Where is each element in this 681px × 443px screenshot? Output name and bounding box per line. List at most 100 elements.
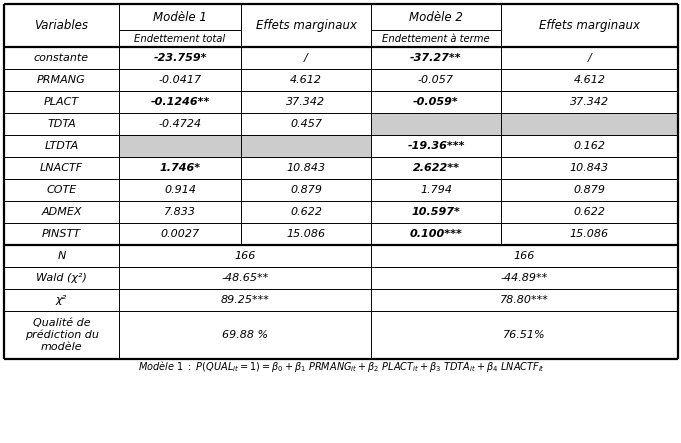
Bar [4,311,678,359]
Bar [241,223,371,245]
Bar [501,69,678,91]
Text: Variables: Variables [35,19,89,32]
Text: PRMANG: PRMANG [37,75,86,85]
Bar [371,179,501,201]
Text: 166: 166 [513,251,535,261]
Text: 15.086: 15.086 [570,229,609,239]
Bar [241,69,371,91]
Text: 0.879: 0.879 [290,185,322,195]
Text: constante: constante [34,53,89,63]
Text: $\mathbf{\mathit{Modèle\ 1\ :}}$ $\mathit{P(QUAL_{it}= 1) = \beta_0 + \beta_1\ P: $\mathbf{\mathit{Modèle\ 1\ :}}$ $\mathi… [138,360,544,374]
Bar [4,91,119,113]
Text: PLACT: PLACT [44,97,79,107]
Text: -0.059*: -0.059* [413,97,459,107]
Bar [371,91,501,113]
Bar [501,223,678,245]
Bar [241,113,371,135]
Text: χ²: χ² [56,295,67,305]
Text: 0.879: 0.879 [573,185,605,195]
Bar [4,135,119,157]
Bar [501,113,678,135]
Bar [4,245,678,267]
Bar [241,47,371,69]
Text: 1.794: 1.794 [420,185,452,195]
Bar [119,135,241,157]
Bar [4,179,119,201]
Text: -0.1246**: -0.1246** [151,97,210,107]
Bar [371,69,501,91]
Bar [371,201,501,223]
Text: 7.833: 7.833 [164,207,196,217]
Text: 10.843: 10.843 [570,163,609,173]
Text: Endettement à terme: Endettement à terme [382,34,490,43]
Text: Wald (χ²): Wald (χ²) [36,273,87,283]
Text: 0.162: 0.162 [573,141,605,151]
Bar [501,47,678,69]
Bar [119,91,241,113]
Text: -19.36***: -19.36*** [407,141,464,151]
Text: 0.622: 0.622 [573,207,605,217]
Text: 89.25***: 89.25*** [221,295,270,305]
Bar [119,201,241,223]
Text: 37.342: 37.342 [570,97,609,107]
Text: Endettement total: Endettement total [134,34,225,43]
Bar [4,267,678,289]
Bar [241,135,371,157]
Text: 0.0027: 0.0027 [161,229,200,239]
Text: COTE: COTE [46,185,77,195]
Text: 166: 166 [234,251,255,261]
Bar [119,69,241,91]
Text: -0.057: -0.057 [418,75,454,85]
Text: 4.612: 4.612 [573,75,605,85]
Text: /: / [304,53,308,63]
Text: 0.457: 0.457 [290,119,322,129]
Bar [4,47,119,69]
Bar [371,47,501,69]
Bar [4,289,678,311]
Text: 2.622**: 2.622** [413,163,460,173]
Bar [501,201,678,223]
Bar [4,69,119,91]
Text: Modèle 1: Modèle 1 [153,11,207,23]
Bar [371,157,501,179]
Text: ADMEX: ADMEX [42,207,82,217]
Text: -0.0417: -0.0417 [159,75,202,85]
Bar [4,223,119,245]
Bar [241,157,371,179]
Text: 15.086: 15.086 [287,229,326,239]
Text: 0.914: 0.914 [164,185,196,195]
Text: -0.4724: -0.4724 [159,119,202,129]
Bar [371,113,501,135]
Bar [4,201,119,223]
Bar [501,91,678,113]
Bar [4,4,678,47]
Text: 0.100***: 0.100*** [409,229,462,239]
Text: 78.80***: 78.80*** [500,295,549,305]
Text: Qualité de
prédiction du
modèle: Qualité de prédiction du modèle [25,318,99,352]
Text: LTDTA: LTDTA [44,141,78,151]
Text: 1.746*: 1.746* [159,163,201,173]
Bar [241,179,371,201]
Bar [119,179,241,201]
Bar [501,157,678,179]
Text: 0.622: 0.622 [290,207,322,217]
Text: Effets marginaux: Effets marginaux [539,19,640,32]
Text: LNACTF: LNACTF [40,163,83,173]
Text: PINSTT: PINSTT [42,229,81,239]
Text: -48.65**: -48.65** [221,273,268,283]
Text: N: N [57,251,65,261]
Text: Modèle 2: Modèle 2 [409,11,463,23]
Text: 4.612: 4.612 [290,75,322,85]
Text: -44.89**: -44.89** [501,273,548,283]
Bar [119,113,241,135]
Text: 37.342: 37.342 [287,97,326,107]
Text: Effets marginaux: Effets marginaux [255,19,356,32]
Bar [119,47,241,69]
Bar [241,91,371,113]
Bar [501,135,678,157]
Text: -23.759*: -23.759* [153,53,207,63]
Bar [4,157,119,179]
Text: /: / [588,53,591,63]
Text: 76.51%: 76.51% [503,330,545,340]
Text: 10.843: 10.843 [287,163,326,173]
